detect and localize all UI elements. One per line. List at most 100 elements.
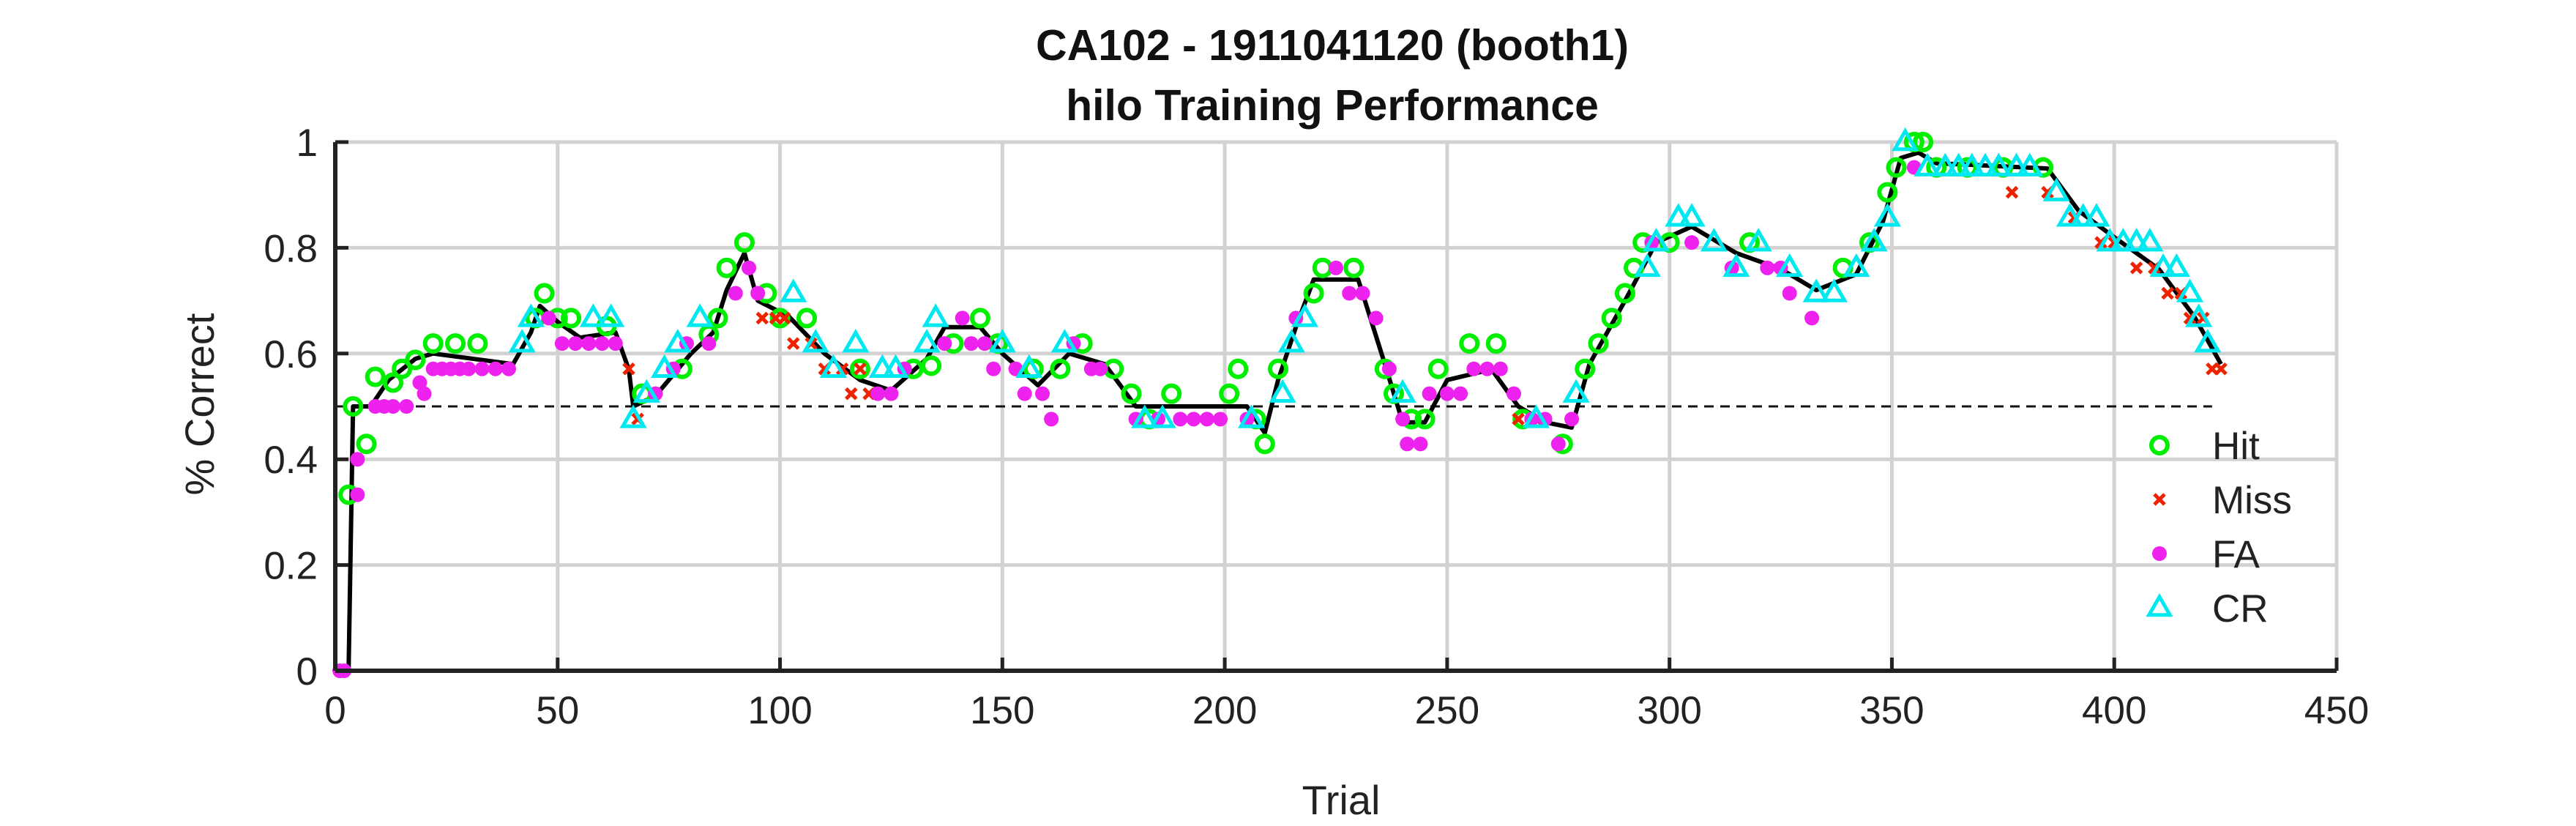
fa-point — [1213, 412, 1228, 427]
hit-point — [1877, 182, 1898, 203]
hit-point — [1912, 132, 1933, 152]
miss-point — [854, 362, 867, 376]
fa-point — [1782, 286, 1797, 301]
cr-point — [2162, 253, 2190, 278]
fa-point — [608, 336, 623, 351]
hit-point — [1485, 333, 1507, 354]
fa-point — [1355, 286, 1370, 301]
cr-point — [1237, 404, 1266, 428]
x-tick-label: 350 — [1859, 689, 1924, 732]
performance-line-group — [335, 150, 2223, 673]
cr-point — [1149, 404, 1176, 428]
cr-point — [1744, 228, 1772, 252]
hit-point — [849, 358, 870, 379]
hit-point — [405, 349, 426, 371]
fa-point — [986, 361, 1001, 376]
fa-point — [350, 452, 365, 467]
hit-point — [422, 333, 444, 354]
legend-cr-marker — [2146, 592, 2173, 617]
cr-point — [1562, 379, 1590, 403]
hit-point — [356, 434, 377, 455]
x-tick-label: 450 — [2304, 689, 2369, 732]
y-axis-label: % Correct — [176, 313, 223, 495]
cr-point — [913, 329, 941, 353]
hit-point — [1268, 358, 1289, 379]
hit-point — [445, 333, 466, 354]
hit-point — [1161, 383, 1182, 404]
fa-point — [1035, 386, 1050, 401]
cr-point — [1522, 404, 1550, 428]
fa-point — [728, 286, 743, 301]
miss-point — [622, 362, 635, 376]
cr-point — [632, 379, 660, 403]
miss-point — [777, 311, 791, 325]
hit-point — [733, 232, 755, 253]
fa-point — [474, 361, 490, 376]
chart-title: CA102 - 1911041120 (booth1) — [1035, 21, 1629, 70]
cr-point — [2002, 152, 2031, 176]
cr-point — [1015, 354, 1043, 378]
hit-point — [707, 308, 728, 329]
cr-point — [2194, 329, 2222, 353]
cr-point — [579, 303, 607, 327]
cr-point — [517, 303, 545, 327]
miss-point — [755, 311, 769, 325]
cr-point — [2185, 303, 2213, 327]
y-tick-label: 0.8 — [264, 227, 318, 270]
hit-point — [1459, 333, 1480, 354]
x-tick-label: 300 — [1637, 689, 1701, 732]
hit-point — [343, 396, 364, 417]
x-tick-label: 100 — [747, 689, 812, 732]
fa-point — [977, 336, 993, 351]
legend-miss-marker — [2153, 493, 2166, 506]
cr-point — [1050, 329, 1078, 353]
fa-point — [554, 336, 570, 351]
fa-point — [1092, 361, 1108, 376]
cr-point — [2176, 278, 2204, 302]
y-axis-ticks: 0 0.2 0.4 0.6 0.8 1 — [264, 122, 348, 693]
x-axis-ticks: 0 50 100 150 200 250 300 350 400 450 — [324, 658, 2369, 732]
y-tick-label: 0 — [296, 650, 318, 693]
fa-point — [1422, 386, 1437, 401]
cr-point — [1678, 203, 1706, 227]
fa-point — [1453, 386, 1468, 401]
cr-point — [802, 329, 829, 353]
axes — [333, 142, 2337, 673]
fa-point — [385, 399, 400, 414]
x-tick-label: 200 — [1192, 689, 1257, 732]
cr-point — [619, 404, 647, 428]
x-axis-label: Trial — [1302, 777, 1381, 823]
fa-point — [594, 336, 610, 351]
cr-point — [664, 329, 692, 353]
hit-point — [1414, 409, 1436, 430]
fa-point — [568, 336, 583, 351]
fa-point — [742, 260, 757, 275]
cr-point — [2069, 203, 2097, 227]
cr-point — [1860, 228, 1888, 252]
hit-point — [392, 358, 413, 379]
hit-point — [1588, 333, 1609, 354]
data-points — [332, 127, 2228, 678]
miss-point — [2005, 185, 2019, 199]
cr-point — [1958, 152, 1986, 176]
fa-point — [1479, 361, 1495, 376]
fa-point — [1507, 386, 1522, 401]
hit-point — [534, 283, 555, 304]
cr-point — [2096, 228, 2124, 252]
cr-point — [508, 329, 536, 353]
cr-point — [1291, 303, 1319, 327]
cr-point — [922, 303, 949, 327]
fa-point — [1804, 310, 1820, 326]
fa-point — [1439, 386, 1455, 401]
fa-point — [937, 336, 952, 351]
legend-miss-label: Miss — [2212, 479, 2292, 522]
cr-point — [1945, 152, 1973, 176]
fa-point — [1329, 260, 1343, 275]
miss-point — [1512, 412, 1525, 426]
legend-cr-label: CR — [2212, 587, 2269, 630]
cr-point — [686, 303, 714, 327]
fa-point — [1173, 412, 1188, 427]
cr-point — [2136, 228, 2164, 252]
fa-point — [412, 375, 428, 390]
cr-point — [1633, 253, 1661, 278]
